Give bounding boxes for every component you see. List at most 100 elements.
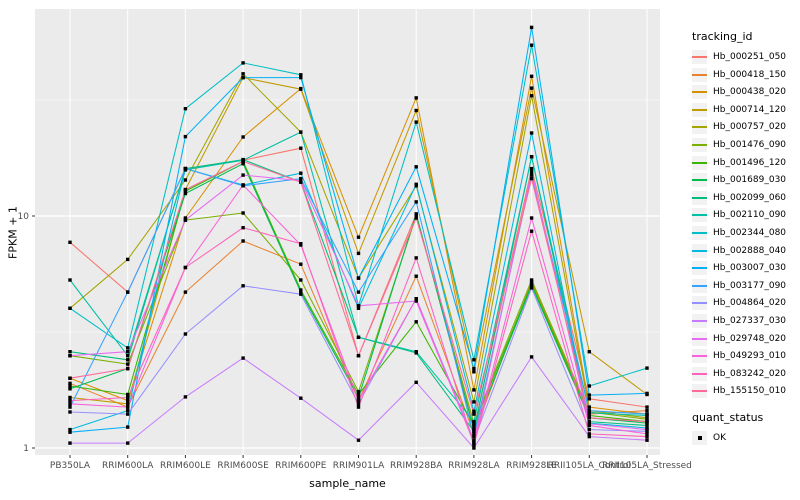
legend-item-Hb_002099_060: Hb_002099_060 xyxy=(692,190,798,205)
series-color-line-icon xyxy=(692,372,707,375)
legend-item-Hb_001496_120: Hb_001496_120 xyxy=(692,155,798,170)
data-point xyxy=(414,96,418,100)
data-point xyxy=(183,216,188,220)
x-tick-label: RRIM928LE xyxy=(506,461,557,471)
legend-item-label: Hb_004864_020 xyxy=(713,298,787,309)
data-point xyxy=(241,226,245,230)
data-point xyxy=(356,335,361,339)
data-point xyxy=(68,395,72,400)
data-point xyxy=(645,405,649,409)
data-point xyxy=(645,419,649,424)
data-point xyxy=(587,427,591,432)
y-tick-label: 1 xyxy=(23,444,29,454)
data-point xyxy=(529,94,534,98)
data-point xyxy=(587,434,591,439)
legend-key-box xyxy=(692,155,707,170)
x-tick-label: RRIM600LA xyxy=(102,461,154,471)
series-color-line-icon xyxy=(692,91,707,94)
legend-quant-status: quant_status OK xyxy=(692,411,798,446)
data-point xyxy=(587,393,591,397)
legend-item-label: Hb_002099_060 xyxy=(713,192,787,203)
legend-item-label: Hb_000418_150 xyxy=(713,69,787,80)
data-point xyxy=(241,183,245,187)
data-point xyxy=(241,72,245,76)
data-point xyxy=(241,75,245,80)
legend-item-label: Hb_001496_120 xyxy=(713,157,787,168)
data-point xyxy=(529,155,534,159)
data-point xyxy=(299,75,303,80)
data-point xyxy=(356,389,361,394)
data-point xyxy=(587,350,591,354)
legend-item-Hb_002344_080: Hb_002344_080 xyxy=(692,225,798,240)
legend-key-box xyxy=(692,50,707,64)
data-point xyxy=(529,173,534,177)
data-point xyxy=(529,286,534,290)
data-point xyxy=(414,299,418,303)
legend-key-box xyxy=(692,173,707,188)
series-color-line-icon xyxy=(692,319,707,322)
data-point xyxy=(472,388,476,392)
data-point xyxy=(126,408,130,413)
data-point xyxy=(529,280,534,284)
data-point xyxy=(356,405,361,409)
data-point xyxy=(472,366,476,371)
data-point xyxy=(126,405,130,409)
legend-key-box xyxy=(692,384,707,399)
data-point xyxy=(472,412,476,416)
data-point xyxy=(68,410,72,414)
data-point xyxy=(472,409,476,413)
legend-item-label: Hb_049293_010 xyxy=(713,351,787,362)
data-point xyxy=(299,176,303,181)
data-point xyxy=(68,381,72,385)
data-point xyxy=(587,432,591,436)
data-point xyxy=(241,173,245,177)
data-point xyxy=(299,288,303,292)
legend-key-box xyxy=(692,137,707,152)
data-point xyxy=(299,242,303,246)
x-tick-label: PB350LA xyxy=(50,461,91,471)
data-point xyxy=(241,239,245,243)
data-point xyxy=(299,290,303,294)
series-color-line-icon xyxy=(692,161,707,164)
data-point xyxy=(183,178,188,182)
data-point xyxy=(414,320,418,324)
x-tick-label: RRIM600SE xyxy=(217,461,269,471)
data-point xyxy=(299,262,303,266)
legend-item-label: Hb_001476_090 xyxy=(713,139,787,150)
data-point xyxy=(183,218,188,222)
data-point xyxy=(356,392,361,397)
data-point xyxy=(126,354,130,358)
data-point xyxy=(529,176,534,181)
legend-key-box xyxy=(692,431,707,446)
data-point xyxy=(356,306,361,310)
legend: tracking_id Hb_000251_050 Hb_000418_150 Hb… xyxy=(692,30,798,449)
data-point xyxy=(529,216,534,220)
legend-item-Hb_000251_050: Hb_000251_050 xyxy=(692,50,798,64)
legend-item-Hb_049293_010: Hb_049293_010 xyxy=(692,349,798,364)
series-color-line-icon xyxy=(692,302,707,305)
data-point xyxy=(126,392,130,397)
data-point xyxy=(68,430,72,434)
series-color-line-icon xyxy=(692,126,707,129)
data-point xyxy=(356,290,361,294)
data-point xyxy=(126,350,130,354)
legend-item-Hb_002888_040: Hb_002888_040 xyxy=(692,243,798,258)
series-color-line-icon xyxy=(692,214,707,217)
data-point xyxy=(241,159,245,164)
data-point xyxy=(414,212,418,216)
legend-item-Hb_027337_030: Hb_027337_030 xyxy=(692,313,798,328)
series-color-line-icon xyxy=(692,390,707,393)
legend-item-label: Hb_000438_020 xyxy=(713,87,787,98)
data-point xyxy=(529,74,534,78)
series-color-line-icon xyxy=(692,337,707,340)
legend-title-tracking-id: tracking_id xyxy=(692,30,753,43)
data-point xyxy=(645,391,649,396)
data-point xyxy=(472,423,476,428)
data-point xyxy=(414,380,418,384)
data-point xyxy=(414,274,418,278)
data-point xyxy=(299,278,303,282)
data-point xyxy=(645,417,649,421)
legend-item-Hb_000714_120: Hb_000714_120 xyxy=(692,102,798,117)
